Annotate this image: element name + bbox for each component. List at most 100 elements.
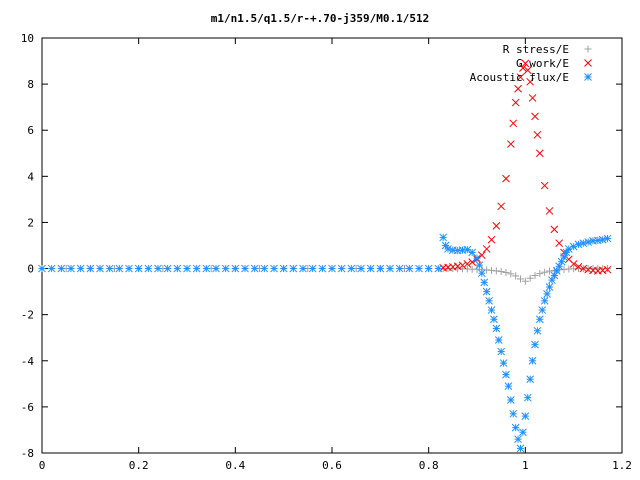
data-point <box>105 264 114 273</box>
data-point <box>603 265 612 274</box>
data-point <box>231 264 240 273</box>
data-point <box>76 264 85 273</box>
data-point <box>453 262 462 271</box>
y-tick-label: -4 <box>21 355 35 368</box>
data-point <box>439 233 448 242</box>
data-point <box>598 235 607 244</box>
data-point <box>487 235 496 244</box>
series-2 <box>439 59 612 275</box>
data-point <box>485 296 493 305</box>
data-point <box>499 359 508 367</box>
data-point <box>480 278 489 287</box>
data-point <box>328 264 336 273</box>
data-point <box>540 181 549 190</box>
data-point <box>47 264 56 273</box>
data-point <box>507 270 515 278</box>
data-point <box>173 264 182 273</box>
data-point <box>550 225 559 234</box>
y-tick-label: 6 <box>27 124 34 137</box>
data-point <box>475 261 484 269</box>
data-point <box>511 423 520 432</box>
data-point <box>514 84 522 93</box>
chart-title: m1/n1.5/q1.5/r-+.70-j359/M0.1/512 <box>211 12 430 25</box>
series-1 <box>38 265 611 285</box>
data-point <box>540 296 549 305</box>
data-point <box>192 264 201 273</box>
x-tick-label: 0 <box>39 459 46 472</box>
data-point <box>250 264 259 273</box>
data-point <box>125 264 133 273</box>
data-point <box>86 264 95 273</box>
data-point <box>569 260 578 268</box>
axis-ticks: 0 0.2 0.4 0.6 0.8 1 1.2 -8 -6 -4 -2 0 2 4 6 8 10 <box>21 32 632 472</box>
data-point <box>497 202 506 211</box>
data-point <box>386 264 394 273</box>
data-point <box>536 270 544 278</box>
data-point <box>494 336 503 344</box>
data-point <box>511 98 520 107</box>
data-point <box>516 73 525 82</box>
data-point <box>492 222 501 230</box>
x-tick-label: 0.6 <box>322 459 342 472</box>
data-point <box>212 264 220 273</box>
data-point <box>366 264 375 273</box>
data-point <box>509 119 518 128</box>
data-point <box>473 254 481 263</box>
legend-label: R stress/E <box>503 43 569 56</box>
data-point <box>512 272 520 280</box>
data-point <box>424 264 433 273</box>
data-point <box>434 264 443 273</box>
data-point <box>279 264 288 273</box>
data-point <box>579 239 588 248</box>
data-point <box>543 290 551 298</box>
data-marks <box>38 59 612 453</box>
data-point <box>526 77 535 86</box>
x-tick-label: 1.2 <box>612 459 632 472</box>
data-point <box>516 444 525 453</box>
data-point <box>163 264 172 273</box>
x-tick-label: 0.2 <box>129 459 149 472</box>
data-point <box>492 324 501 333</box>
data-point <box>506 140 515 148</box>
data-point <box>183 264 191 273</box>
data-point <box>521 59 530 68</box>
data-point <box>541 268 549 276</box>
x-tick-label: 0.4 <box>225 459 245 472</box>
y-tick-label: 8 <box>27 78 34 91</box>
data-point <box>504 382 513 390</box>
data-point <box>463 260 472 268</box>
x-tick-label: 0.8 <box>419 459 439 472</box>
data-point <box>528 94 537 102</box>
data-point <box>318 264 327 273</box>
data-point <box>535 149 544 158</box>
y-tick-label: -6 <box>21 401 34 414</box>
data-point <box>523 66 532 75</box>
data-point <box>546 267 553 275</box>
data-point <box>347 264 356 273</box>
data-point <box>497 268 505 276</box>
y-tick-label: -2 <box>21 309 34 322</box>
data-point <box>202 264 211 273</box>
legend-label: G work/E <box>516 57 569 70</box>
data-point <box>299 264 307 273</box>
data-point <box>241 264 249 273</box>
data-point <box>144 264 153 273</box>
data-point <box>531 112 539 121</box>
data-point <box>545 207 554 215</box>
y-tick-label: 10 <box>21 32 34 45</box>
data-point <box>509 409 518 418</box>
data-point <box>468 248 477 257</box>
data-point <box>487 306 496 314</box>
data-point <box>57 264 66 273</box>
data-point <box>468 258 477 266</box>
data-point <box>415 264 423 273</box>
data-point <box>502 174 510 183</box>
data-point <box>521 277 529 285</box>
data-point <box>308 264 317 273</box>
data-point <box>574 262 583 271</box>
data-point <box>526 375 535 384</box>
data-point <box>519 64 527 72</box>
series-3 <box>38 233 612 453</box>
data-point <box>67 264 75 273</box>
